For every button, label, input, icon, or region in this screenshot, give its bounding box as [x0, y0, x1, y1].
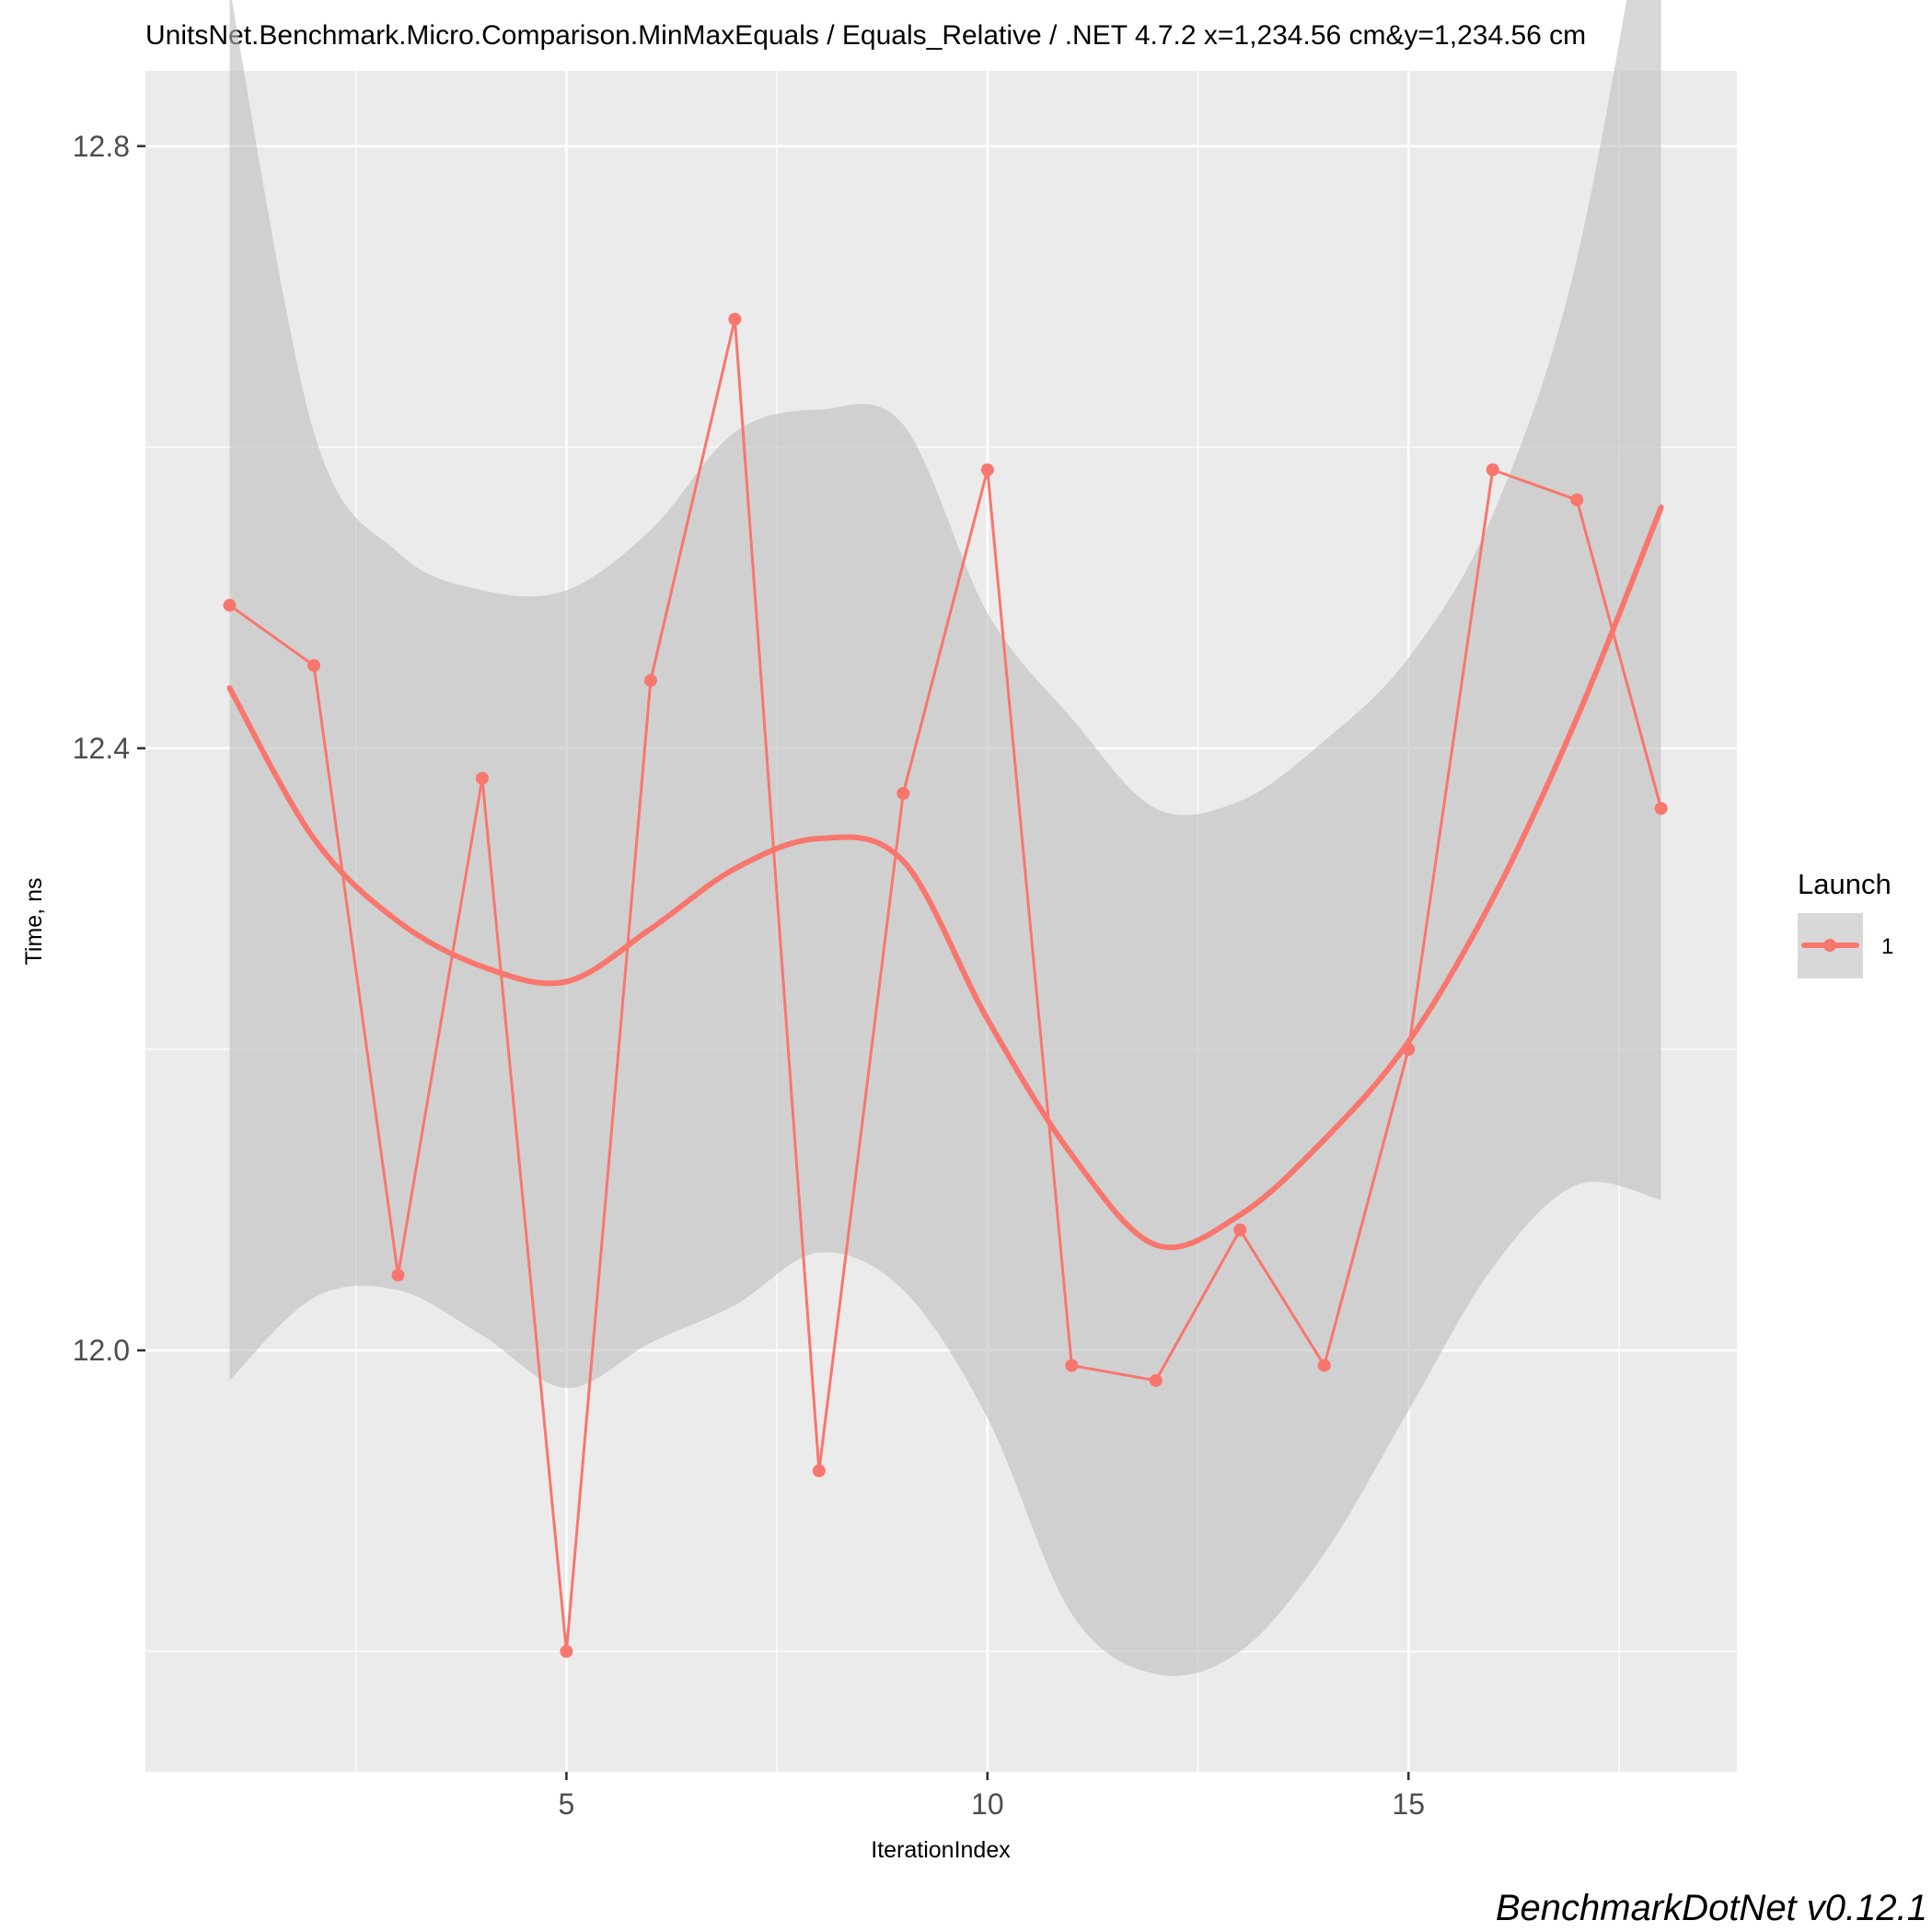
data-point — [307, 658, 320, 672]
data-point — [643, 674, 657, 688]
data-point — [475, 771, 489, 785]
y-tick-label: 12.8 — [73, 130, 130, 163]
confidence-band — [229, 0, 1661, 1676]
x-axis-title: IterationIndex — [871, 1837, 1011, 1863]
legend-label-launch-1: 1 — [1881, 934, 1893, 959]
chart-title: UnitsNet.Benchmark.Micro.Comparison.MinM… — [145, 20, 1586, 51]
x-axis: 5 10 15 — [559, 1772, 1425, 1821]
y-axis: 12.0 12.4 12.8 — [73, 130, 145, 1367]
legend: Launch 1 — [1798, 868, 1893, 978]
data-point — [1149, 1373, 1163, 1387]
y-tick-label: 12.0 — [73, 1334, 130, 1367]
data-point — [1317, 1359, 1331, 1372]
data-point — [1486, 463, 1499, 477]
data-point — [728, 312, 742, 326]
data-point — [1570, 493, 1584, 507]
series-line-launch-1 — [228, 318, 1663, 1652]
smooth-line — [226, 504, 1664, 1251]
x-tick-label: 5 — [559, 1787, 575, 1821]
caption: BenchmarkDotNet v0.12.1 — [1496, 1888, 1927, 1928]
data-point — [391, 1268, 405, 1282]
data-point — [223, 598, 237, 612]
data-point — [1065, 1359, 1079, 1372]
data-point — [560, 1645, 573, 1659]
x-tick-label: 15 — [1392, 1787, 1425, 1821]
legend-title: Launch — [1798, 868, 1892, 900]
data-point — [897, 786, 910, 800]
y-axis-title: Time, ns — [21, 878, 47, 966]
legend-key-point — [1823, 939, 1836, 952]
x-tick-label: 10 — [971, 1787, 1004, 1821]
y-tick-label: 12.4 — [73, 732, 130, 765]
data-point — [1233, 1223, 1247, 1237]
data-point — [980, 463, 994, 477]
data-point — [1654, 802, 1668, 816]
data-point — [812, 1463, 826, 1477]
